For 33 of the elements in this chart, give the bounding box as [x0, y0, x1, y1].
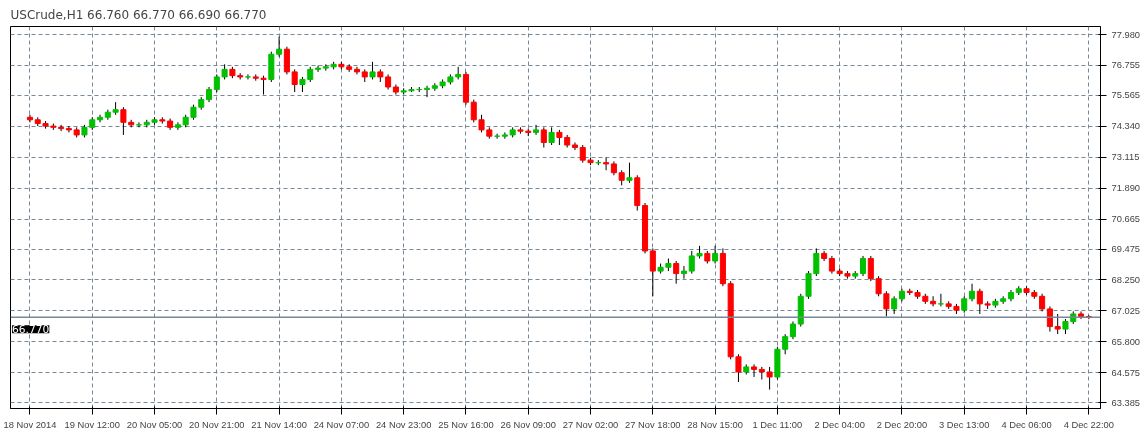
x-tick-label: 1 Dec 11:00 — [752, 419, 803, 430]
chart-title: USCrude,H1 66.760 66.770 66.690 66.770 — [10, 7, 267, 22]
y-tick-label: 63.385 — [1111, 397, 1141, 408]
y-tick-label: 67.025 — [1111, 305, 1141, 316]
y-tick-label: 69.475 — [1111, 244, 1141, 255]
x-tick-label: 3 Dec 13:00 — [939, 419, 990, 430]
y-tick-label: 77.980 — [1111, 29, 1141, 40]
x-tick-label: 2 Dec 04:00 — [814, 419, 865, 430]
y-tick-label: 70.665 — [1111, 214, 1141, 225]
y-tick-label: 71.890 — [1111, 183, 1141, 194]
y-tick-label: 75.565 — [1111, 90, 1141, 101]
y-tick-label: 68.250 — [1111, 274, 1141, 285]
x-tick-label: 21 Nov 14:00 — [251, 419, 307, 430]
x-tick-label: 27 Nov 02:00 — [562, 419, 619, 430]
x-tick-label: 19 Nov 12:00 — [64, 419, 120, 430]
y-tick-label: 64.575 — [1111, 367, 1141, 378]
x-tick-label: 20 Nov 05:00 — [126, 419, 183, 430]
x-tick-label: 24 Nov 23:00 — [375, 419, 432, 430]
x-tick-label: 26 Nov 09:00 — [500, 419, 556, 430]
y-tick-label: 76.755 — [1111, 60, 1141, 71]
x-tick-label: 20 Nov 21:00 — [189, 419, 245, 430]
y-tick-label: 74.340 — [1111, 121, 1141, 132]
y-tick-label: 65.800 — [1111, 336, 1141, 347]
x-tick-label: 25 Nov 16:00 — [438, 419, 494, 430]
x-tick-label: 2 Dec 20:00 — [876, 419, 928, 430]
x-tick-label: 27 Nov 18:00 — [625, 419, 681, 430]
x-tick-label: 24 Nov 07:00 — [313, 419, 370, 430]
x-tick-label: 18 Nov 2014 — [3, 419, 57, 430]
x-tick-label: 28 Nov 15:00 — [687, 419, 743, 430]
x-tick-label: 4 Dec 22:00 — [1063, 419, 1114, 430]
ref-line-label: 66.770 — [12, 323, 50, 337]
y-tick-label: 73.115 — [1111, 152, 1140, 163]
x-tick-label: 4 Dec 06:00 — [1001, 419, 1052, 430]
